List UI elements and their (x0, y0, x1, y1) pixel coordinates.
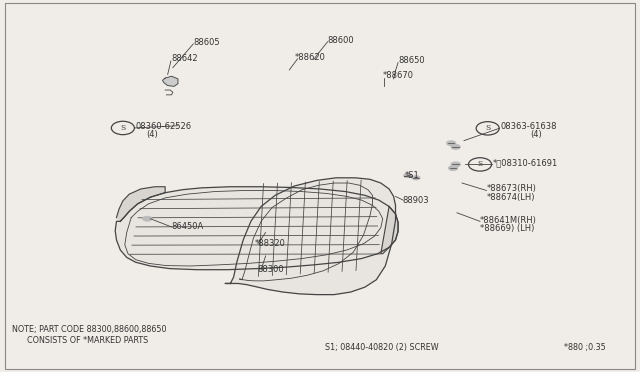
Polygon shape (225, 178, 396, 295)
Text: (4): (4) (146, 130, 157, 139)
Text: 08360-62526: 08360-62526 (136, 122, 192, 131)
Polygon shape (116, 187, 165, 221)
Text: CONSISTS OF *MARKED PARTS: CONSISTS OF *MARKED PARTS (12, 336, 148, 345)
Text: *88641M(RH): *88641M(RH) (480, 216, 537, 225)
Text: S: S (485, 124, 490, 132)
Text: 88650: 88650 (398, 56, 425, 65)
Text: *88670: *88670 (383, 71, 413, 80)
Ellipse shape (451, 162, 460, 167)
Text: (4): (4) (530, 130, 541, 139)
Polygon shape (115, 187, 398, 270)
Ellipse shape (449, 166, 458, 170)
Text: *88620: *88620 (294, 53, 325, 62)
Text: *S1: *S1 (404, 171, 419, 180)
Text: 86450A: 86450A (172, 222, 204, 231)
Text: S1; 08440-40820 (2) SCREW: S1; 08440-40820 (2) SCREW (325, 343, 439, 352)
Text: 88642: 88642 (171, 54, 198, 63)
Text: *88320: *88320 (255, 239, 285, 248)
Text: 08363-61638: 08363-61638 (500, 122, 557, 131)
Text: 88600: 88600 (328, 36, 355, 45)
Polygon shape (163, 76, 178, 86)
Ellipse shape (412, 176, 420, 180)
Text: S: S (120, 124, 125, 132)
Text: 88903: 88903 (402, 196, 429, 205)
Text: 88300: 88300 (257, 265, 284, 274)
Text: *880 ;0.35: *880 ;0.35 (564, 343, 606, 352)
Ellipse shape (447, 141, 456, 145)
Text: *88669) (LH): *88669) (LH) (480, 224, 534, 233)
Text: *88674(LH): *88674(LH) (486, 193, 535, 202)
Text: *Ⓝ08310-61691: *Ⓝ08310-61691 (493, 159, 558, 168)
Text: *88673(RH): *88673(RH) (486, 185, 536, 193)
Text: NOTE; PART CODE 88300,88600,88650: NOTE; PART CODE 88300,88600,88650 (12, 325, 166, 334)
Polygon shape (381, 206, 398, 254)
Ellipse shape (451, 145, 460, 149)
Text: S: S (477, 160, 483, 169)
Ellipse shape (143, 217, 152, 221)
Ellipse shape (404, 174, 412, 177)
Text: 88605: 88605 (193, 38, 220, 47)
